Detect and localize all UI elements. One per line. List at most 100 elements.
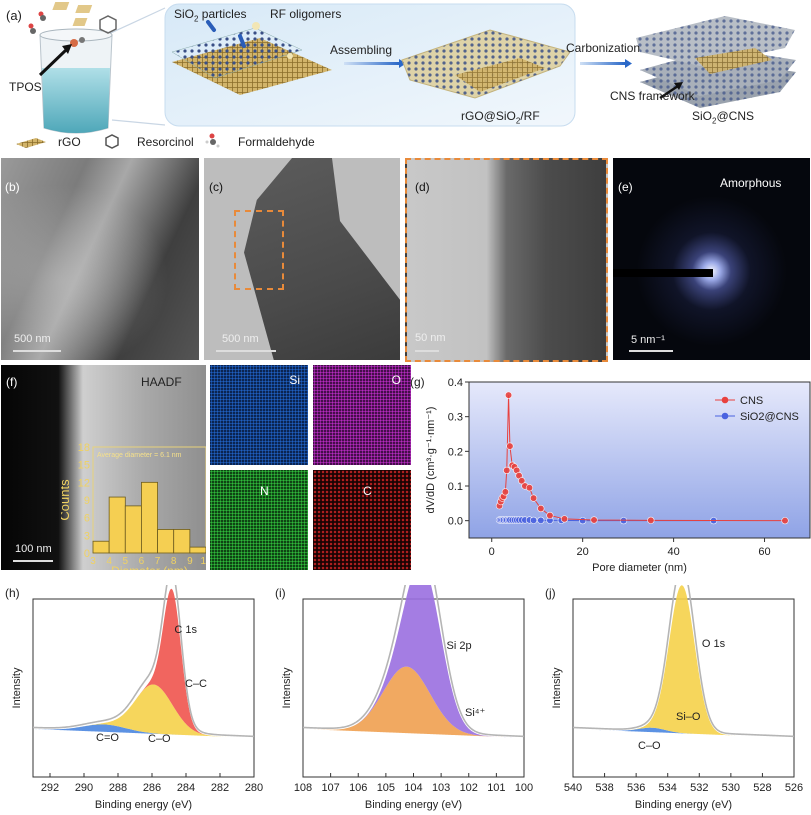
y-axis-label: Intensity	[11, 667, 23, 708]
map-label-si: Si	[289, 373, 300, 387]
saed-pattern-e: (e) Amorphous 5 nm⁻¹	[613, 158, 810, 360]
assembling-label: Assembling	[330, 43, 393, 57]
plot-area	[468, 381, 811, 539]
legend-formaldehyde: Formaldehyde	[238, 135, 315, 149]
inset-y-tick: 0	[84, 548, 90, 560]
panel-e-label: (e)	[618, 180, 633, 194]
component-label: C–C	[185, 678, 207, 690]
cns-framework-arrow	[659, 84, 679, 100]
map-label-c: C	[363, 484, 372, 498]
x-axis-label: Pore diameter (nm)	[592, 562, 687, 574]
y-axis-label: Intensity	[281, 667, 293, 708]
data-point-sio2@cns	[579, 517, 587, 525]
histogram-bar	[92, 540, 110, 554]
map-label-o: O	[391, 373, 401, 387]
scale-bar	[415, 350, 439, 352]
inset-title: Average diameter = 6.1 nm	[97, 452, 182, 459]
data-point-cns	[560, 515, 569, 523]
x-tick-label: 107	[321, 782, 339, 794]
spectrum-title: C 1s	[174, 624, 197, 636]
inset-x-tick: 5	[123, 556, 129, 567]
eds-map-si: Si	[210, 365, 308, 465]
x-tick-label: 534	[659, 782, 677, 794]
panel-f-label: (f)	[6, 375, 18, 389]
rgo-sheet-icon	[16, 138, 46, 148]
zoom-region-box	[234, 210, 284, 290]
data-point-cns	[504, 391, 513, 399]
data-point-cns	[506, 442, 514, 450]
envelope-curve	[302, 585, 525, 738]
spectrum-title: Si 2p	[447, 640, 472, 652]
x-tick-label: 284	[177, 782, 195, 794]
intermediate-label: rGO@SiO2/RF	[461, 109, 540, 126]
y-tick-label: 0.3	[448, 412, 463, 424]
x-tick-label: 286	[143, 782, 161, 794]
panel-g-label: (g)	[410, 375, 425, 389]
tem-image-c: (c) 500 nm	[204, 158, 400, 360]
sio2-cns-stack	[636, 16, 796, 108]
fit-component-C=O	[33, 724, 254, 738]
envelope-curve	[32, 585, 255, 738]
x-tick-label: 100	[515, 782, 533, 794]
component-label: C–O	[148, 733, 171, 745]
x-tick-label: 540	[564, 782, 582, 794]
component-label: C–O	[638, 740, 661, 752]
sio2-layer	[171, 27, 303, 79]
inset-x-tick: 6	[139, 556, 145, 567]
inset-y-tick: 9	[84, 495, 90, 507]
inset-y-tick: 15	[78, 460, 90, 472]
data-point-cns	[781, 517, 789, 525]
haadf-image: (f) HAADF 100 nm Average diameter = 6.1 …	[1, 365, 206, 570]
x-tick-label: 104	[404, 782, 422, 794]
inset-x-tick: 10	[200, 556, 206, 567]
scale-bar	[13, 350, 61, 352]
rf-oligomers-label: RF oligomers	[270, 7, 342, 21]
inset-x-label: Diameter (nm)	[111, 564, 188, 570]
legend-label: SiO2@CNS	[740, 411, 799, 423]
x-tick-label: 20	[577, 546, 589, 558]
x-tick-label: 282	[211, 782, 229, 794]
beaker-icon	[39, 28, 113, 134]
panel-a-label: (a)	[6, 8, 22, 23]
formaldehyde-molecule-icon	[205, 133, 220, 148]
component-label: Si–O	[676, 711, 701, 723]
panel-h-label: (h)	[5, 586, 20, 600]
x-tick-label: 538	[595, 782, 613, 794]
x-tick-label: 536	[627, 782, 645, 794]
hrtem-image-d: (d) 50 nm	[405, 158, 608, 362]
panel-d-label: (d)	[415, 180, 430, 194]
resorcinol-molecule-icon	[105, 134, 119, 149]
x-tick-label: 40	[667, 546, 679, 558]
scale-bar-label: 5 nm⁻¹	[631, 334, 665, 346]
product-label: SiO2@CNS	[692, 109, 754, 126]
legend-resorcinol: Resorcinol	[137, 135, 194, 149]
xps-c1s-chart: (h) 292 290 288 286 284 282 280 Binding energy (…	[5, 585, 263, 811]
x-axis-label: Binding energy (eV)	[365, 799, 462, 811]
x-tick-label: 103	[432, 782, 450, 794]
x-tick-label: 288	[109, 782, 127, 794]
x-tick-label: 106	[349, 782, 367, 794]
data-point-sio2@cns	[529, 516, 538, 524]
legend-rgo: rGO	[58, 135, 81, 149]
x-tick-label: 290	[75, 782, 93, 794]
inset-y-tick: 18	[78, 442, 90, 454]
scale-bar-label: 500 nm	[14, 333, 51, 345]
panel-c-label: (c)	[209, 180, 223, 194]
data-point-cns	[546, 511, 554, 520]
legend-label: CNS	[740, 395, 763, 407]
inset-y-tick: 6	[84, 513, 90, 525]
legend-marker	[721, 412, 729, 420]
x-tick-label: 530	[722, 782, 740, 794]
x-tick-label: 60	[758, 546, 770, 558]
panel-j-label: (j)	[545, 586, 556, 600]
map-label-n: N	[260, 484, 269, 498]
sio2-particles-label: SiO2 particles	[174, 7, 247, 24]
fit-component-Si–O	[573, 585, 794, 738]
y-tick-label: 0.4	[448, 377, 463, 389]
data-point-cns	[503, 466, 511, 474]
xps-si2p-chart: (i) 108 107 106 105 104 103 102 101 100 Binding en…	[275, 585, 533, 811]
scale-bar-label: 500 nm	[222, 333, 259, 345]
y-axis-label: dV/dD (cm³·g⁻¹·nm⁻¹)	[425, 407, 437, 514]
histogram-bar	[189, 546, 206, 554]
data-point-cns	[518, 477, 526, 485]
